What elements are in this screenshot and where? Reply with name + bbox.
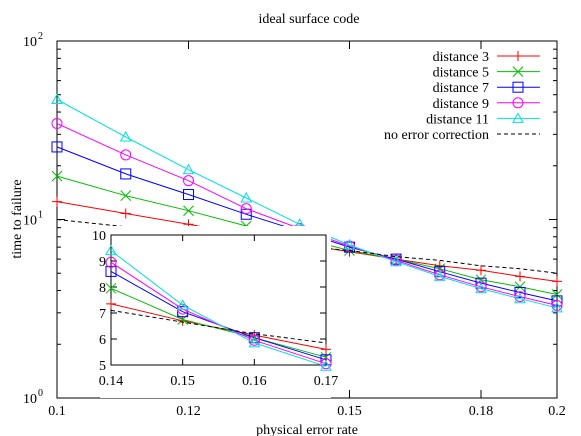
series-line-3 [56, 123, 558, 306]
inset-x-tick-label: 0.17 [314, 374, 339, 389]
inset-data-point [176, 299, 189, 310]
data-point [514, 281, 526, 293]
data-point [514, 291, 526, 303]
inset-data-point [106, 298, 116, 309]
legend-label: distance 7 [433, 81, 489, 96]
data-point [433, 270, 446, 281]
inset-x-tick-label: 0.16 [242, 374, 267, 389]
inset-data-point [105, 265, 117, 277]
x-tick-label: 0.12 [176, 404, 201, 419]
data-point [551, 299, 563, 311]
legend-marker [512, 97, 524, 109]
data-point [52, 196, 62, 207]
data-point [120, 208, 131, 219]
data-point [343, 238, 356, 250]
x-tick-label: 0.18 [469, 404, 494, 419]
inset-series-line-1 [110, 287, 327, 358]
inset-data-point [105, 256, 117, 268]
y-axis-label: time to failure [10, 179, 25, 258]
legend-label: distance 9 [433, 97, 489, 112]
inset-y-tick-label: 9 [99, 255, 106, 270]
chart-title: ideal surface code [258, 12, 359, 27]
data-point [514, 292, 526, 304]
inset-series-line-3 [110, 261, 327, 365]
inset-background [100, 226, 331, 398]
inset-data-point [321, 344, 331, 355]
inset-y-tick-label: 7 [99, 307, 106, 322]
inset-data-point [320, 360, 332, 371]
y-tick-exponent: 2 [38, 31, 43, 42]
legend-marker [513, 51, 523, 61]
data-point [240, 203, 252, 215]
data-point [183, 189, 195, 201]
data-point [183, 205, 194, 217]
data-point [240, 191, 253, 203]
data-point [120, 149, 132, 161]
data-point [552, 276, 562, 287]
data-point [551, 301, 563, 313]
inset-x-tick-label: 0.15 [170, 374, 195, 389]
inset-data-point [320, 354, 332, 366]
data-point [551, 289, 563, 300]
data-point [390, 255, 402, 267]
legend-label: no error correction [384, 128, 489, 143]
inset-data-point [105, 282, 117, 294]
data-point [515, 271, 525, 282]
series-line-2 [56, 146, 558, 302]
data-point [183, 175, 195, 187]
x-tick-label: 0.2 [548, 404, 566, 419]
y-tick-exponent: 1 [38, 210, 43, 221]
data-point [514, 286, 526, 298]
inset-series-line-5 [110, 309, 327, 344]
inset-data-point [105, 244, 117, 256]
data-point [475, 282, 487, 294]
inset-y-tick-label: 6 [99, 333, 106, 348]
data-point [119, 130, 132, 142]
legend-marker [512, 112, 524, 123]
x-axis-label: physical error rate [256, 423, 358, 436]
inset-data-point [320, 358, 332, 370]
data-point [51, 93, 63, 105]
data-point [120, 190, 132, 202]
x-tick-label: 0.15 [337, 404, 362, 419]
series-line-5 [56, 219, 558, 274]
legend-marker [512, 66, 524, 77]
data-point [434, 263, 446, 275]
inset-x-tick-label: 0.14 [99, 374, 124, 389]
data-point [240, 208, 252, 220]
legend-label: distance 11 [426, 112, 489, 127]
inset-y-tick-label: 8 [99, 281, 106, 296]
series-line-4 [56, 99, 558, 309]
data-point [51, 117, 63, 129]
data-point [551, 295, 563, 307]
inset-y-tick-label: 10 [92, 229, 106, 244]
data-point [182, 163, 195, 175]
inset-data-point [248, 336, 261, 348]
inset-y-tick-label: 5 [99, 359, 106, 374]
legend-marker [512, 81, 524, 93]
y-tick-label: 10 [23, 214, 37, 229]
data-point [120, 168, 132, 180]
legend-label: distance 3 [433, 50, 489, 65]
inset-chart: 5 6 7 8 9 10 0.14 0.15 0.16 0.17 [92, 226, 338, 398]
inset-series-line-4 [110, 250, 327, 367]
y-tick-label: 10 [23, 392, 37, 407]
inset-data-point [177, 314, 189, 325]
data-point [475, 265, 486, 276]
data-point [51, 170, 63, 182]
y-tick-exponent: 0 [38, 388, 43, 399]
x-tick-label: 0.1 [48, 404, 66, 419]
data-point [343, 240, 355, 252]
data-point [51, 141, 63, 153]
y-tick-label: 10 [23, 35, 37, 50]
legend-label: distance 5 [433, 66, 489, 81]
